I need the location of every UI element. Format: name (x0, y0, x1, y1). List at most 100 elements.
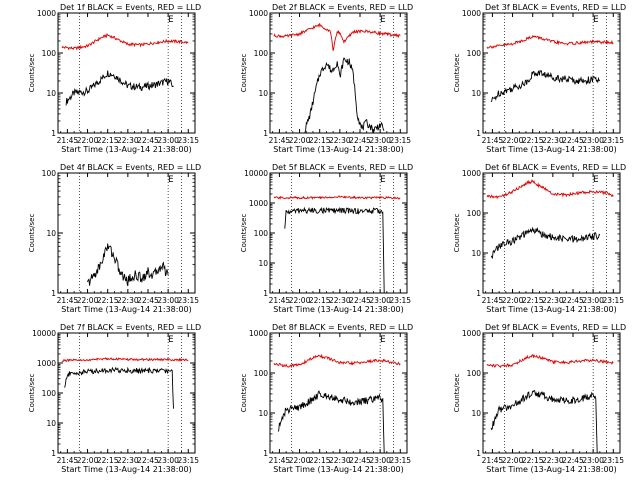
e-marker: E (593, 335, 599, 345)
y-axis-label: Counts/sec (453, 214, 461, 253)
plot-frame (269, 332, 408, 454)
plot-frame (482, 172, 621, 294)
y-tick-label: 10 (258, 89, 268, 98)
y-tick-label: 10 (258, 409, 268, 418)
detector-panel-3: Det 3f BLACK = Events, RED = LLD E 1 10 100 1… (453, 3, 626, 154)
y-tick-label: 1 (263, 129, 268, 138)
x-tick-label: 23:15 (389, 456, 411, 465)
plot-frame (57, 172, 196, 294)
x-tick-label: 23:15 (389, 296, 411, 305)
x-tick-label: 22:30 (542, 296, 564, 305)
lld-series-line (273, 353, 401, 369)
y-tick-label: 1 (51, 129, 56, 138)
e-marker: E (380, 335, 386, 345)
detector-panel-1: Det 1f BLACK = Events, RED = LLD E 1 10 100 1… (28, 3, 201, 154)
plot-frame (482, 12, 621, 134)
x-tick-label: 22:45 (137, 136, 159, 145)
plot-frame (57, 12, 196, 134)
x-tick-label: 22:45 (137, 456, 159, 465)
y-tick-label: 10000 (244, 169, 268, 178)
x-tick-label: 21:45 (57, 136, 79, 145)
y-tick-label: 100 (254, 369, 269, 378)
x-axis-label: Start Time (13-Aug-14 21:38:00) (273, 145, 404, 154)
events-series-line (304, 57, 385, 133)
detector-panel-7: Det 7f BLACK = Events, RED = LLD E 1 10 100 1… (28, 323, 201, 474)
y-axis-label: Counts/sec (453, 54, 461, 93)
x-tick-label: 22:15 (309, 136, 331, 145)
y-tick-label: 100 (42, 389, 57, 398)
y-tick-label: 1000 (37, 359, 56, 368)
x-tick-label: 21:45 (482, 296, 504, 305)
events-series-line (490, 226, 601, 259)
y-tick-label: 10000 (32, 329, 56, 338)
x-tick-label: 22:45 (137, 296, 159, 305)
e-marker: E (168, 335, 174, 345)
y-axis-label: Counts/sec (453, 374, 461, 413)
panel-title: Det 4f BLACK = Events, RED = LLD (60, 163, 201, 172)
x-tick-label: 23:00 (369, 456, 391, 465)
x-axis-label: Start Time (13-Aug-14 21:38:00) (273, 305, 404, 314)
x-tick-label: 22:30 (542, 136, 564, 145)
x-tick-label: 22:00 (289, 296, 311, 305)
lld-series-line (61, 32, 189, 51)
x-tick-label: 23:00 (582, 456, 604, 465)
panel-title: Det 2f BLACK = Events, RED = LLD (272, 3, 413, 12)
x-tick-label: 23:00 (582, 136, 604, 145)
detector-panel-4: Det 4f BLACK = Events, RED = LLD E 1 10 100 2… (28, 163, 201, 314)
panel-title: Det 1f BLACK = Events, RED = LLD (60, 3, 201, 12)
x-tick-label: 23:00 (157, 296, 179, 305)
events-series-line (490, 69, 601, 103)
x-tick-label: 21:45 (269, 136, 291, 145)
x-tick-label: 22:00 (77, 136, 99, 145)
y-tick-label: 100 (467, 49, 482, 58)
x-tick-label: 22:15 (309, 296, 331, 305)
y-tick-label: 1 (476, 449, 481, 458)
x-tick-label: 21:45 (269, 456, 291, 465)
e-marker: E (168, 175, 174, 185)
x-tick-label: 22:00 (77, 456, 99, 465)
x-tick-label: 22:45 (562, 296, 584, 305)
x-tick-label: 22:15 (522, 136, 544, 145)
y-axis-label: Counts/sec (28, 54, 36, 93)
lld-series-line (273, 22, 401, 51)
panel-title: Det 5f BLACK = Events, RED = LLD (272, 163, 413, 172)
x-tick-label: 22:30 (117, 456, 139, 465)
y-tick-label: 10 (46, 229, 56, 238)
x-tick-label: 22:15 (522, 456, 544, 465)
e-marker: E (380, 175, 386, 185)
x-tick-label: 23:15 (177, 456, 199, 465)
panel-title: Det 7f BLACK = Events, RED = LLD (60, 323, 201, 332)
events-series-line (65, 70, 174, 106)
x-tick-label: 22:15 (309, 456, 331, 465)
x-tick-label: 22:30 (329, 136, 351, 145)
y-axis-label: Counts/sec (240, 54, 248, 93)
lld-series-line (273, 195, 401, 201)
x-tick-label: 23:15 (602, 456, 624, 465)
detector-panel-8: Det 8f BLACK = Events, RED = LLD E 1 10 100 1… (240, 323, 413, 474)
lld-series-line (486, 179, 614, 200)
detector-panel-2: Det 2f BLACK = Events, RED = LLD E 1 10 100 1… (240, 3, 413, 154)
x-tick-label: 23:15 (177, 136, 199, 145)
y-tick-label: 100 (467, 369, 482, 378)
x-tick-label: 22:45 (349, 296, 371, 305)
x-tick-label: 23:00 (157, 136, 179, 145)
x-tick-label: 21:45 (57, 296, 79, 305)
panel-title: Det 9f BLACK = Events, RED = LLD (485, 323, 626, 332)
x-tick-label: 22:30 (542, 456, 564, 465)
x-tick-label: 21:45 (482, 136, 504, 145)
x-tick-label: 22:00 (502, 136, 524, 145)
y-tick-label: 1 (476, 129, 481, 138)
x-axis-label: Start Time (13-Aug-14 21:38:00) (61, 145, 192, 154)
x-tick-label: 22:15 (522, 296, 544, 305)
y-axis-label: Counts/sec (28, 214, 36, 253)
y-tick-label: 1 (476, 289, 481, 298)
x-tick-label: 22:00 (289, 136, 311, 145)
lld-series-line (61, 357, 189, 363)
y-tick-label: 1000 (37, 9, 56, 18)
events-series-line (490, 390, 598, 454)
x-tick-label: 22:45 (349, 456, 371, 465)
plot-frame (269, 172, 408, 294)
e-marker: E (593, 15, 599, 25)
x-tick-label: 22:45 (562, 456, 584, 465)
e-marker: E (168, 15, 174, 25)
